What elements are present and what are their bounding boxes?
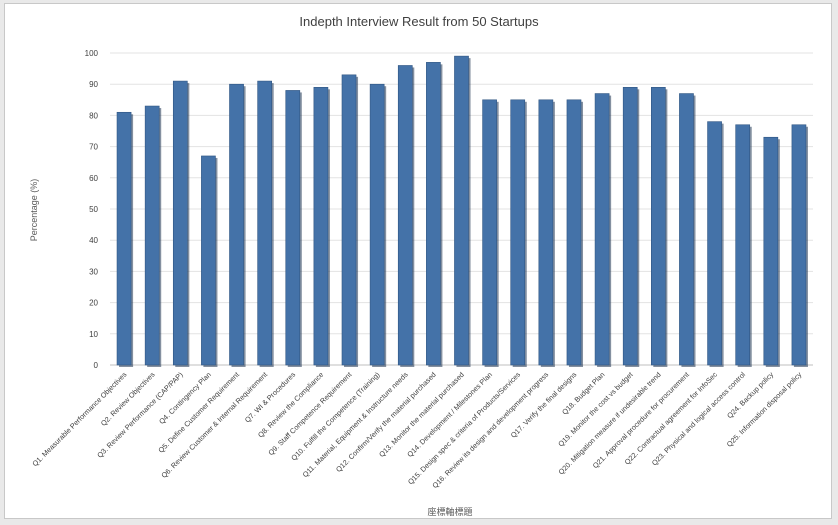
x-tick-label: Q7. WI & Procedures xyxy=(243,370,298,425)
bar xyxy=(426,62,441,366)
bar xyxy=(791,124,807,366)
bar xyxy=(538,99,554,366)
bar xyxy=(116,111,132,366)
bars xyxy=(116,55,808,368)
x-tick-label: Q2. Review Objectives xyxy=(99,370,157,428)
bar xyxy=(707,121,722,366)
x-axis-label: 座標軸標題 xyxy=(427,506,472,517)
bar xyxy=(172,80,188,366)
bar xyxy=(285,90,301,366)
y-tick-label: 40 xyxy=(89,236,98,245)
y-tick-label: 0 xyxy=(94,361,99,370)
y-tick-labels: 0 10 20 30 40 50 60 70 80 90 100 xyxy=(85,49,99,370)
y-tick-label: 90 xyxy=(89,80,98,89)
chart-frame: Indepth Interview Result from 50 Startup… xyxy=(4,3,832,519)
x-tick-label: Q12. Confirm/Verify the material purchas… xyxy=(334,370,438,474)
bar xyxy=(369,83,385,366)
y-tick-label: 30 xyxy=(89,267,98,276)
x-tick-label: Q6. Review Customer & Internal Requireme… xyxy=(159,370,269,480)
chart-title: Indepth Interview Result from 50 Startup… xyxy=(299,14,539,29)
bar xyxy=(341,74,357,366)
bar-chart: Indepth Interview Result from 50 Startup… xyxy=(29,14,813,517)
x-tick-label: Q20. Mitigation measure if undesirable t… xyxy=(556,370,662,476)
bar xyxy=(735,124,751,366)
y-tick-label: 20 xyxy=(89,299,98,308)
y-tick-label: 100 xyxy=(85,49,99,58)
y-tick-label: 10 xyxy=(89,330,98,339)
y-tick-label: 80 xyxy=(89,111,98,120)
x-tick-labels: Q1. Measurable Performance ObjectivesQ2.… xyxy=(30,370,803,490)
bar xyxy=(313,87,329,366)
bar xyxy=(594,93,610,366)
bar xyxy=(566,99,582,366)
bar xyxy=(651,87,666,366)
bar xyxy=(510,99,526,366)
y-tick-label: 70 xyxy=(89,143,98,152)
bar xyxy=(144,105,160,366)
bar xyxy=(763,136,779,366)
bar xyxy=(397,65,413,366)
x-tick-label: Q4. Contingency Plan xyxy=(157,370,213,426)
bar xyxy=(229,83,244,366)
bar xyxy=(482,99,497,366)
y-tick-label: 60 xyxy=(89,174,98,183)
bar xyxy=(454,55,469,366)
bar xyxy=(257,80,272,366)
bar xyxy=(679,93,694,366)
bar xyxy=(622,87,638,366)
bar xyxy=(201,155,216,366)
y-axis-label: Percentage (%) xyxy=(29,179,39,242)
y-tick-label: 50 xyxy=(89,205,98,214)
x-tick-label: Q11. Material, Equipment & Instructure n… xyxy=(301,370,410,479)
